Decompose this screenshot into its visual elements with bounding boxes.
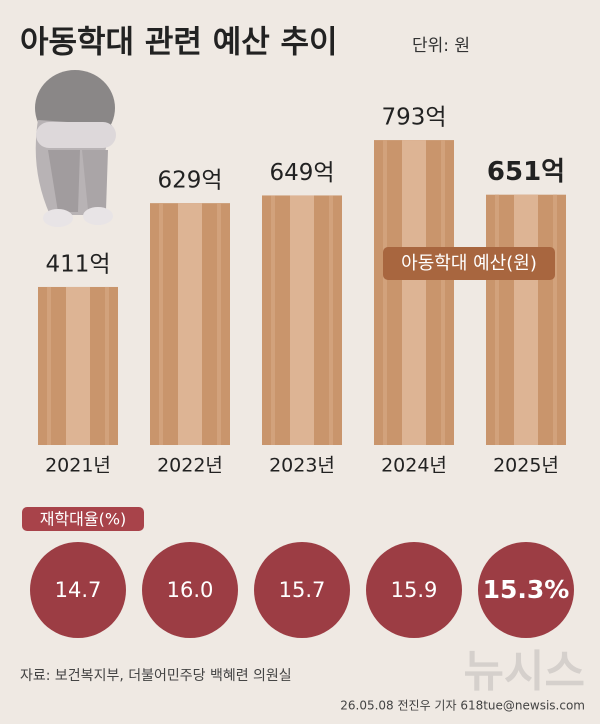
x-tick-label: 2021년 — [45, 455, 111, 477]
bar-stripe — [159, 203, 163, 445]
bar-stripe — [47, 286, 51, 445]
x-tick-label: 2025년 — [493, 455, 559, 477]
rate-label: 15.3% — [483, 575, 570, 604]
illustration — [35, 70, 116, 227]
rate-badge — [22, 507, 144, 531]
bar-stripe — [553, 194, 557, 445]
value-label: 651억 — [487, 157, 565, 187]
rate-label: 16.0 — [167, 578, 214, 602]
bar-stripe — [402, 140, 426, 446]
source: 자료: 보건복지부, 더불어민주당 백혜련 의원실 — [20, 668, 292, 684]
bar-stripe — [105, 286, 109, 445]
rate-label: 15.9 — [391, 578, 438, 602]
x-tick-label: 2023년 — [269, 455, 335, 477]
rate-circle — [30, 542, 126, 638]
rate-circle — [142, 542, 238, 638]
rate-circle — [478, 542, 574, 638]
rate-label: 15.7 — [279, 578, 326, 602]
bar-stripe — [271, 195, 275, 445]
chart-title: 아동학대 관련 예산 추이 — [20, 25, 338, 61]
legend-badge — [383, 247, 555, 280]
value-label: 793억 — [381, 105, 446, 131]
rate-circle — [254, 542, 350, 638]
value-label: 411억 — [45, 251, 110, 277]
bar-stripe — [66, 286, 90, 445]
value-label: 649억 — [269, 160, 334, 186]
bar-stripe — [383, 140, 387, 446]
bar-stripe — [329, 195, 333, 445]
bar-stripe — [217, 203, 221, 445]
rate-label: 14.7 — [55, 578, 102, 602]
legend-label: 아동학대 예산(원) — [401, 253, 537, 274]
unit-label: 단위: 원 — [412, 36, 470, 56]
bar-stripe — [178, 203, 202, 445]
value-label: 629억 — [157, 168, 222, 194]
bar-stripe — [495, 194, 499, 445]
rate-circle — [366, 542, 462, 638]
watermark: 뉴시스 — [464, 646, 585, 697]
bar-stripe — [441, 140, 445, 446]
bar-stripe — [514, 194, 538, 445]
x-tick-label: 2022년 — [157, 455, 223, 477]
bar-stripe — [290, 195, 314, 445]
rate-title: 재학대율(%) — [40, 510, 127, 529]
credit: 26.05.08 전진우 기자 618tue@newsis.com — [340, 699, 585, 713]
x-tick-label: 2024년 — [381, 455, 447, 477]
